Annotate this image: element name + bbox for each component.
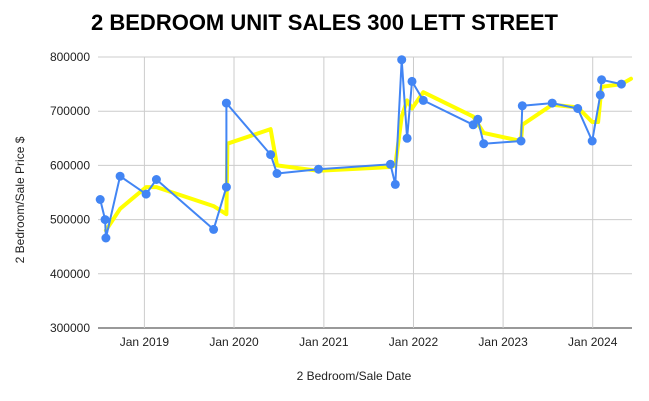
sale-point [547, 98, 557, 108]
sale-point [597, 75, 607, 85]
sale-point [407, 76, 417, 86]
y-tick-label: 400000 [50, 267, 90, 281]
sale-point [100, 215, 110, 225]
sale-point [479, 139, 489, 149]
x-tick-label: Jan 2020 [209, 335, 259, 349]
y-tick-label: 700000 [50, 104, 90, 118]
sale-point [151, 175, 161, 184]
sale-point [418, 95, 428, 105]
sale-point [390, 179, 400, 189]
sale-point [101, 233, 111, 243]
sale-point [517, 101, 527, 111]
y-tick-label: 300000 [50, 321, 90, 335]
x-tick-label: Jan 2023 [478, 335, 528, 349]
grid-lines [98, 56, 632, 329]
sale-point [385, 159, 395, 169]
sale-point [616, 79, 626, 89]
sale-point [402, 133, 412, 143]
chart-title: 2 BEDROOM UNIT SALES 300 LETT STREET [91, 10, 558, 35]
sale-point [221, 182, 231, 192]
x-tick-label: Jan 2019 [120, 335, 170, 349]
sale-point [573, 104, 583, 113]
x-tick-label: Jan 2024 [568, 335, 618, 349]
y-tick-label: 500000 [50, 213, 90, 227]
series-lines [99, 58, 633, 239]
x-axis-label: 2 Bedroom/Sale Date [297, 369, 412, 383]
sale-point [587, 136, 597, 146]
sale-point [209, 224, 219, 234]
sale-point [115, 171, 125, 181]
x-axis-ticks: Jan 2019 Jan 2020 Jan 2021 Jan 2022 Jan 2023… [120, 335, 618, 349]
sale-point [95, 195, 105, 204]
sale-point [397, 55, 407, 65]
y-tick-label: 600000 [50, 158, 90, 172]
y-tick-label: 800000 [50, 50, 90, 64]
sale-point [272, 169, 282, 178]
sale-point [141, 189, 151, 199]
y-axis-ticks: 300000 400000 500000 600000 700000 800000 [50, 50, 90, 335]
sale-point [314, 164, 323, 174]
sale-point [473, 114, 483, 124]
x-tick-label: Jan 2022 [389, 335, 439, 349]
x-tick-label: Jan 2021 [299, 335, 349, 349]
sale-point [516, 136, 526, 146]
sale-point [221, 98, 231, 108]
data-points [95, 55, 626, 243]
trend-series-line [103, 76, 633, 233]
sale-point [595, 90, 605, 100]
sales-series-line [99, 58, 623, 239]
sale-point [266, 150, 276, 160]
y-axis-label: 2 Bedroom/Sale Price $ [13, 136, 27, 263]
